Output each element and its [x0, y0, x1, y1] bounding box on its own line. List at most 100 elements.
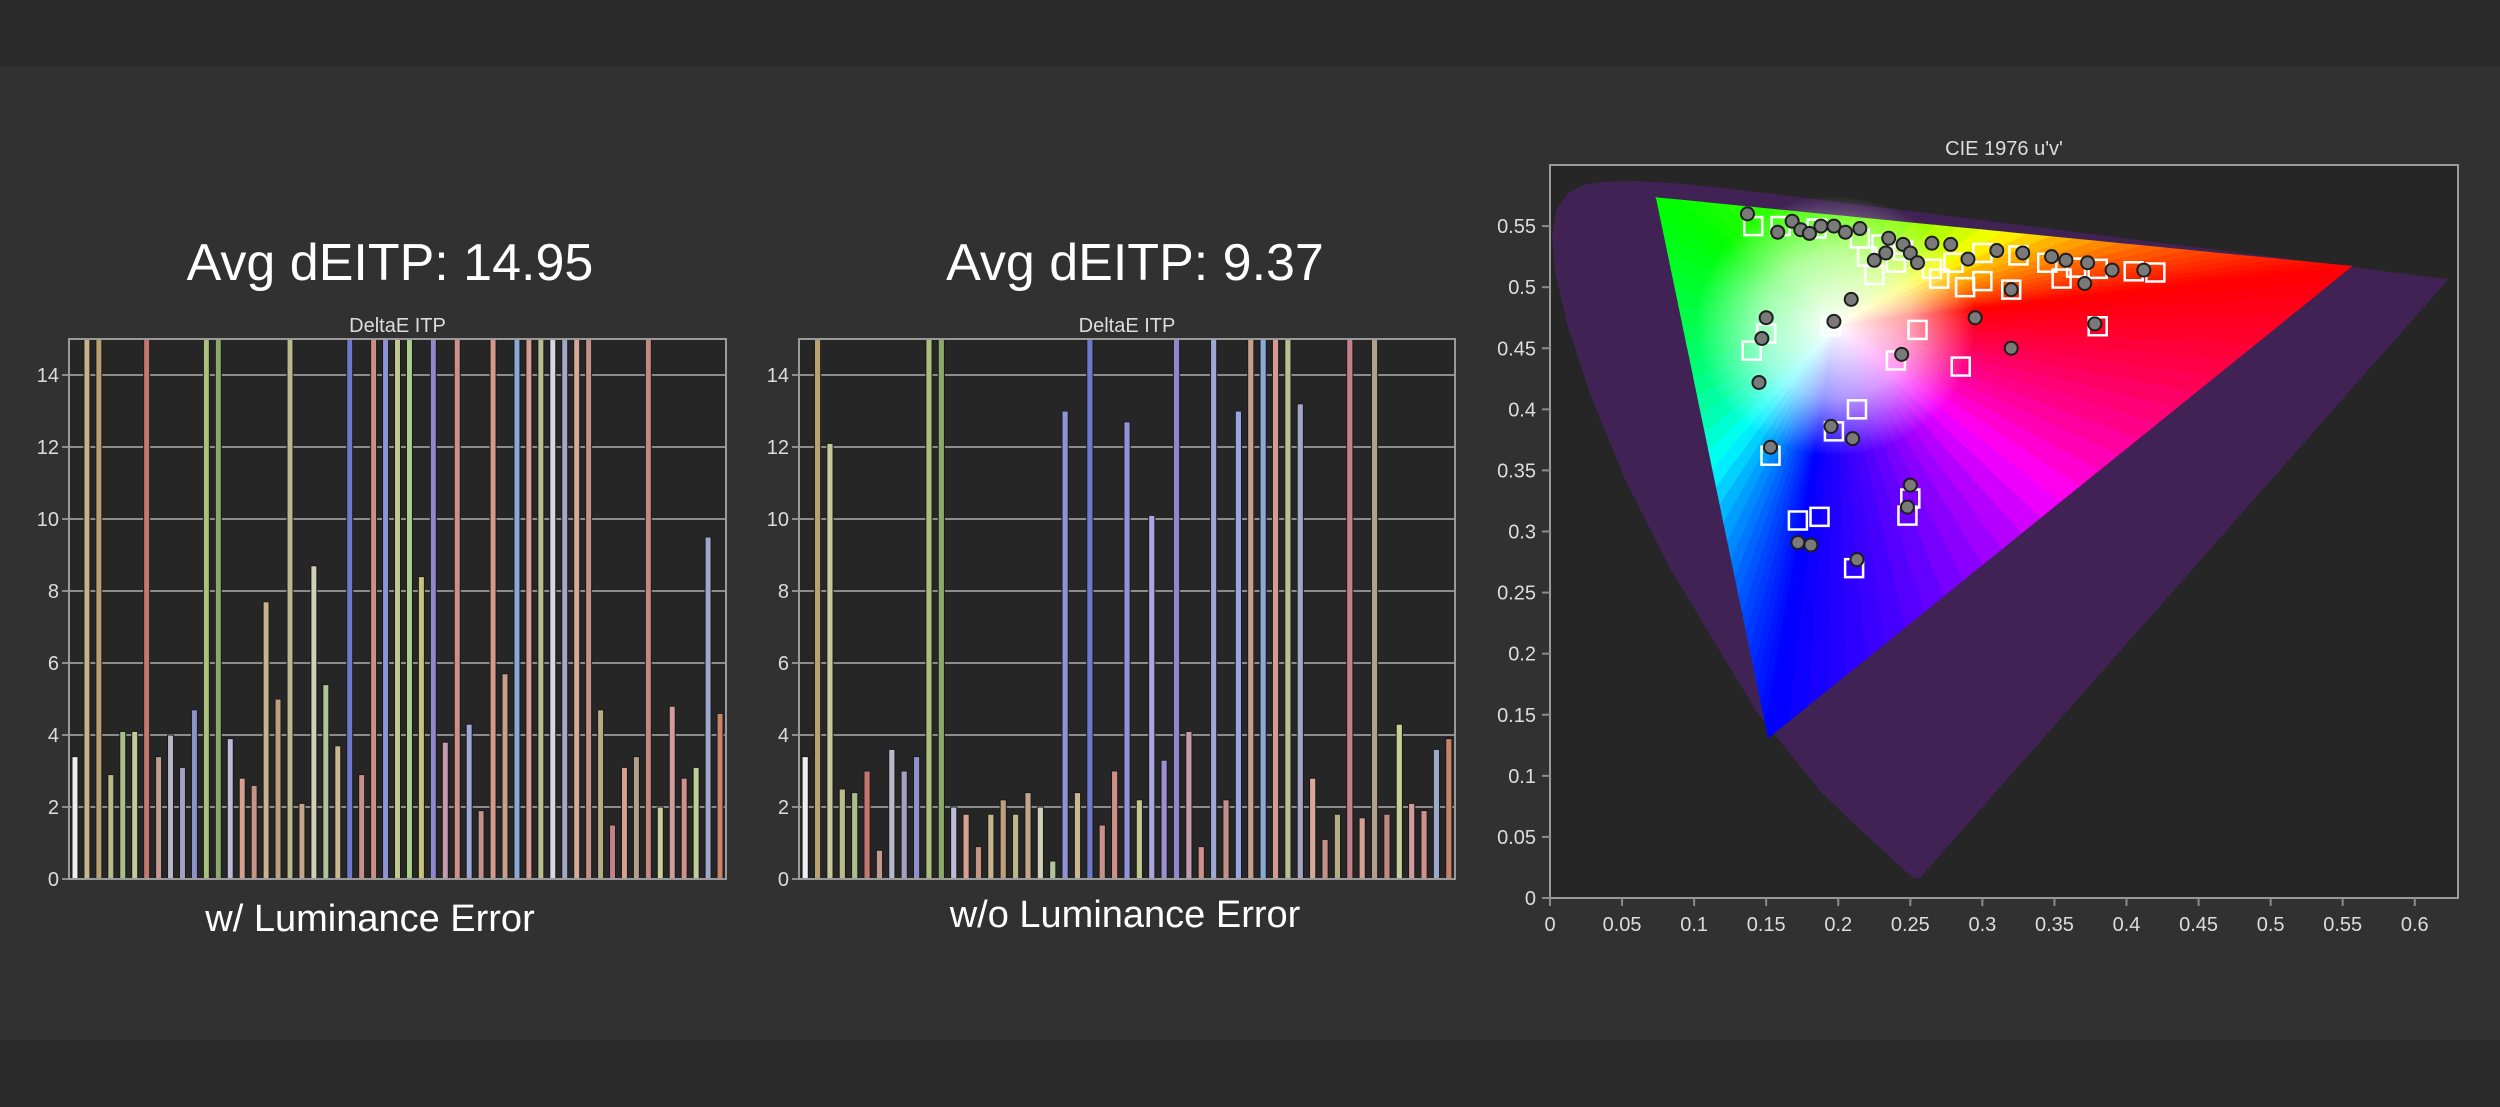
- measured-marker: [2003, 282, 2019, 298]
- measured-marker: [1784, 213, 1800, 229]
- bar: [465, 723, 473, 880]
- y-tick-label: 10: [767, 509, 789, 531]
- bar: [1284, 338, 1292, 880]
- y-tick-label: 8: [778, 581, 789, 603]
- chromaticity-region: [1552, 181, 2449, 879]
- bar: [912, 756, 921, 880]
- deltae-chart-without-luminance: 0 2 4 6 8 10 12 14 DeltaE ITP: [767, 315, 1456, 891]
- bar: [1445, 738, 1453, 880]
- bar: [704, 536, 712, 880]
- caption-left: w/ Luminance Error: [205, 898, 535, 940]
- avg-heading-left: Avg dEITP: 14.95: [186, 234, 594, 292]
- bar: [888, 748, 896, 880]
- y-tick-label: 0.35: [1497, 460, 1536, 482]
- y-tick-label: 0.5: [1508, 277, 1536, 299]
- bar: [1036, 806, 1044, 880]
- bar: [680, 777, 688, 880]
- x-tick-label: 0.25: [1891, 914, 1930, 936]
- bar: [298, 802, 306, 880]
- bar: [875, 849, 884, 880]
- bar: [1172, 338, 1181, 880]
- deltae-chart-with-luminance: 0 2 4 6 8 10 12 14 DeltaE ITP: [37, 315, 727, 891]
- y-tick-label: 6: [48, 653, 59, 675]
- bar: [1222, 799, 1230, 880]
- measured-marker: [1902, 245, 1918, 261]
- measured-marker: [1943, 236, 1959, 252]
- y-tick-label: 4: [48, 725, 59, 747]
- bar: [453, 338, 461, 880]
- measured-marker: [1989, 243, 2005, 259]
- bar: [716, 712, 724, 880]
- bar: [863, 770, 871, 880]
- measured-marker: [2080, 255, 2096, 271]
- bar: [1358, 817, 1366, 880]
- measured-marker: [1758, 310, 1774, 326]
- y-tick-label: 12: [37, 437, 59, 459]
- y-tick-label: 0.05: [1497, 827, 1536, 849]
- bar: [1395, 723, 1403, 880]
- bar: [1420, 810, 1428, 880]
- bar: [155, 756, 163, 880]
- bar: [1370, 338, 1379, 880]
- target-marker: [2051, 268, 2072, 289]
- measured-marker: [1754, 330, 1770, 346]
- bar: [250, 784, 258, 880]
- measured-marker: [1826, 218, 1842, 234]
- y-tick-label: 2: [778, 797, 789, 819]
- bar: [692, 766, 700, 880]
- measured-marker: [2104, 262, 2120, 278]
- bar: [190, 709, 198, 880]
- x-tick-label: 0.6: [2401, 914, 2429, 936]
- bar: [813, 338, 822, 880]
- bar: [950, 806, 958, 880]
- chart-title: DeltaE ITP: [349, 315, 446, 337]
- bottom-band: [0, 1040, 2500, 1107]
- measured-marker: [1837, 224, 1853, 240]
- measured-marker: [1803, 537, 1819, 553]
- bar: [513, 338, 521, 880]
- bar: [1024, 792, 1032, 880]
- y-tick-label: 0.2: [1508, 644, 1536, 666]
- bar: [1321, 838, 1329, 880]
- measured-marker: [1894, 346, 1910, 362]
- bar: [143, 338, 151, 880]
- bar: [549, 338, 557, 880]
- bar: [238, 777, 246, 880]
- measured-marker: [2003, 340, 2019, 356]
- measured-marker: [1801, 225, 1817, 241]
- bar: [334, 745, 342, 880]
- measured-marker: [1826, 313, 1842, 329]
- bar: [1259, 338, 1267, 880]
- y-tick-label: 0.1: [1508, 766, 1536, 788]
- bar: [178, 766, 186, 880]
- bar: [1098, 824, 1106, 880]
- plot-border: [798, 338, 1456, 880]
- bar: [656, 806, 664, 880]
- bar: [1160, 759, 1168, 880]
- measured-marker: [1751, 374, 1767, 390]
- bar: [925, 338, 933, 880]
- y-tick-label: 0.3: [1508, 522, 1536, 544]
- bar: [597, 709, 605, 880]
- y-tick-label: 0: [48, 869, 59, 891]
- x-tick-label: 0.55: [2323, 914, 2362, 936]
- bar: [1197, 846, 1205, 880]
- caption-middle: w/o Luminance Error: [949, 894, 1301, 936]
- y-tick-label: 0.4: [1508, 399, 1536, 421]
- bar: [131, 730, 139, 880]
- bar: [1049, 860, 1057, 880]
- bar: [202, 338, 210, 880]
- target-marker: [2000, 279, 2022, 300]
- x-tick-label: 0.5: [2257, 914, 2285, 936]
- measured-marker: [1739, 206, 1755, 222]
- measured-marker: [2077, 276, 2093, 292]
- avg-heading-middle: Avg dEITP: 9.37: [946, 234, 1324, 292]
- target-marker: [1809, 506, 1830, 528]
- measured-marker: [1960, 251, 1976, 267]
- bar: [644, 338, 652, 880]
- measured-marker: [1881, 230, 1897, 246]
- bar: [962, 813, 970, 880]
- bar: [1086, 338, 1094, 880]
- bar: [119, 730, 127, 880]
- target-marker: [1907, 319, 1928, 341]
